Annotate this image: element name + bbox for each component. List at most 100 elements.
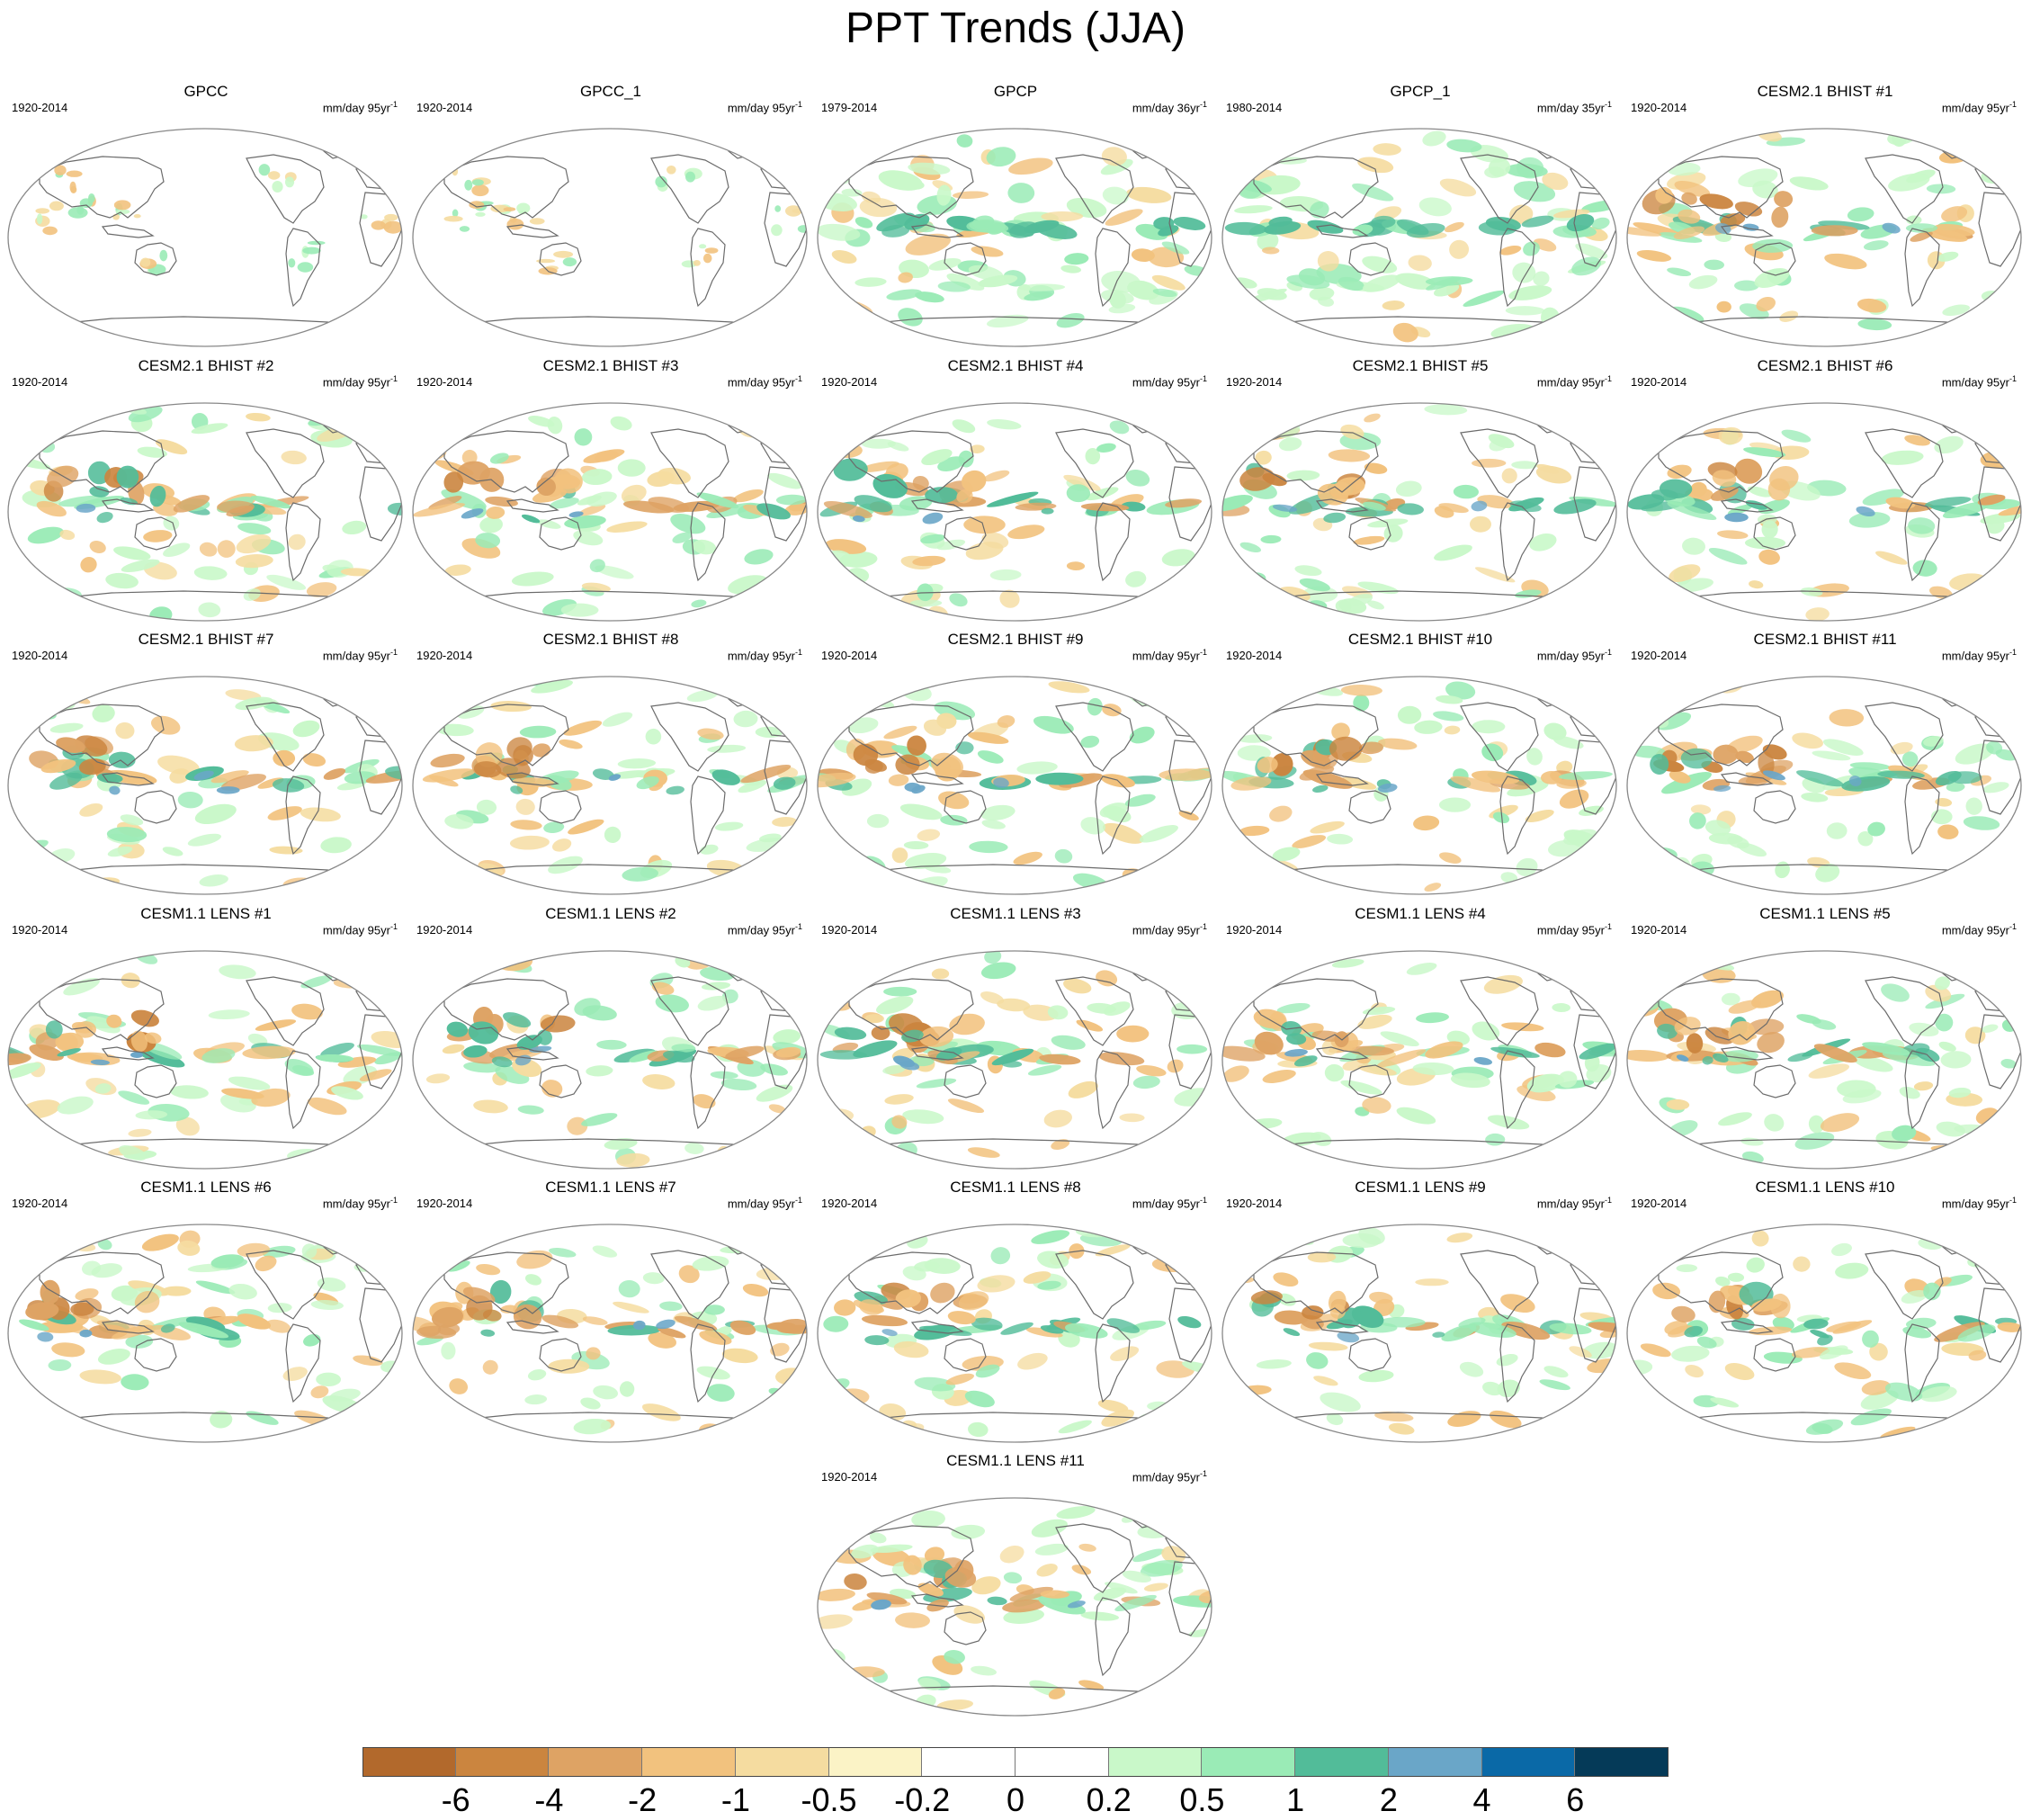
trend-pattern [1122,1570,1151,1583]
trend-pattern [1189,1673,1206,1688]
trend-pattern [1516,857,1538,876]
panel-title: CESM2.1 BHIST #10 [1347,631,1493,648]
trend-pattern [1478,220,1517,236]
trend-pattern [193,566,228,580]
units-exponent: -1 [1199,1469,1207,1478]
trend-pattern [1882,222,1901,234]
trend-pattern [704,247,719,254]
trend-pattern [1260,534,1282,544]
trend-pattern [143,530,173,542]
trend-pattern [744,549,774,565]
units-text: mm/day 95yr [727,923,795,937]
colorbar-tick-label: -0.2 [894,1781,951,1818]
trend-pattern [898,308,923,327]
map-panel: CESM1.1 LENS #5 1920-2014 mm/day 95yr-1 [1623,905,2027,1177]
units-exponent: -1 [794,374,802,383]
trend-pattern [1957,1324,1996,1342]
units-exponent: -1 [1604,648,1612,657]
trend-pattern [1167,1059,1184,1073]
trend-pattern [473,1099,508,1114]
colorbar-tick-label: 1 [1286,1781,1305,1818]
trend-pattern [907,735,926,756]
trend-pattern [1284,1049,1308,1057]
trend-pattern [905,233,952,256]
trend-pattern [563,720,603,736]
trend-pattern [936,184,952,206]
trend-pattern [198,602,221,618]
trend-pattern [642,1074,676,1089]
trend-pattern [696,1366,730,1380]
units-exponent: -1 [1604,1196,1612,1205]
trend-pattern [1038,1595,1086,1615]
trend-pattern [946,273,985,291]
trend-pattern [1309,287,1335,300]
trend-pattern [936,539,966,551]
trend-pattern [1406,963,1437,975]
trend-pattern [761,416,801,429]
trend-pattern [255,1255,277,1272]
trend-pattern [524,1394,548,1405]
trend-pattern [479,516,503,533]
trend-pattern [589,559,605,573]
coastline-australia [134,242,177,276]
colorbar-swatch [1108,1747,1203,1777]
trend-pattern [1685,1365,1704,1378]
trend-pattern [351,1239,375,1252]
trend-pattern [1885,497,1916,509]
trend-pattern [1998,503,2021,516]
trend-pattern [1508,285,1552,300]
trend-pattern [135,1110,168,1120]
figure-title: PPT Trends (JJA) [846,4,1185,52]
map-plot [1221,676,1617,895]
map-plot [412,676,808,895]
panel-title: GPCC [183,83,228,100]
trend-pattern [1323,512,1347,524]
trend-pattern [1811,225,1858,237]
trend-pattern [1935,798,1953,807]
trend-pattern [1258,692,1275,705]
colorbar-swatch [1295,1747,1389,1777]
trend-pattern [89,541,106,553]
coastline-indonesia [101,772,155,786]
trend-pattern [1627,1049,1669,1062]
trend-pattern [920,533,945,544]
trend-pattern [1935,1013,1954,1032]
units-text: mm/day 95yr [1536,923,1605,937]
trend-pattern [480,1329,496,1337]
trend-pattern [1414,720,1443,734]
map-plot [1626,128,2022,347]
trend-pattern [79,803,103,817]
trend-pattern [876,212,916,232]
coastline-southamerica [1499,1323,1535,1403]
trend-pattern [1986,403,2021,418]
trend-pattern [1483,974,1523,994]
trend-pattern [1862,1042,1910,1056]
trend-pattern [1102,704,1122,717]
trend-pattern [441,489,487,510]
trend-pattern [595,565,634,579]
trend-pattern [1150,334,1185,344]
trend-pattern [371,677,402,693]
trend-pattern [25,1302,59,1321]
units-text: mm/day 95yr [322,101,390,115]
trend-pattern [219,964,256,980]
trend-pattern [1017,283,1066,291]
trend-pattern [1734,458,1763,484]
coastline-southamerica [1095,502,1131,582]
trend-pattern [323,767,346,780]
trend-pattern [1808,1115,1825,1134]
coastline-indonesia [1315,1320,1369,1334]
trend-pattern [681,260,697,268]
trend-pattern [1754,268,1790,288]
trend-pattern [671,1044,696,1053]
trend-pattern [1982,782,2009,793]
colorbar-tick-label: 0 [1006,1781,1025,1818]
trend-pattern [482,1309,502,1322]
trend-pattern [1591,217,1610,230]
trend-pattern [670,514,706,534]
trend-pattern [1901,751,1919,767]
trend-pattern [951,1524,986,1540]
trend-pattern [130,1030,148,1052]
trend-pattern [1101,289,1134,304]
trend-pattern [1923,735,1944,747]
